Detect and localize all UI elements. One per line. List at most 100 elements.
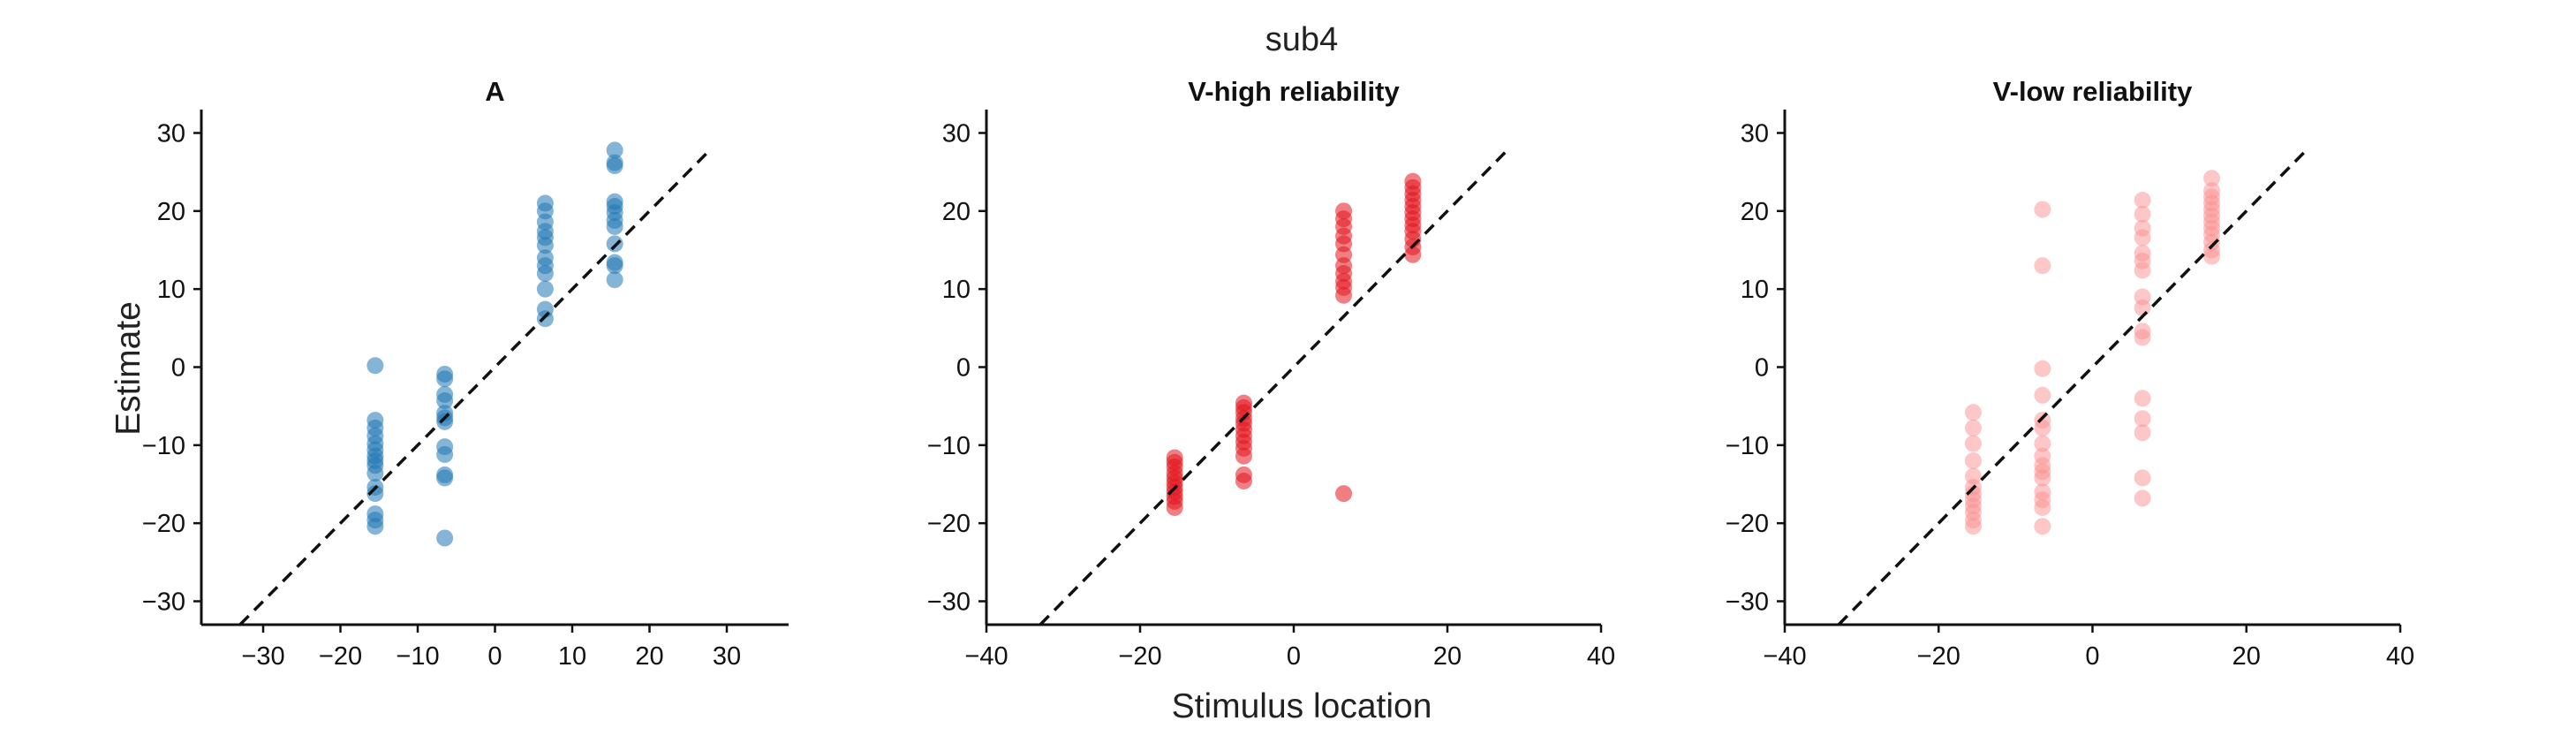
y-tick-label: 0 xyxy=(171,354,185,383)
data-point xyxy=(2034,435,2051,452)
data-point xyxy=(606,141,623,159)
data-point xyxy=(1964,435,1982,452)
points xyxy=(366,141,623,547)
data-point xyxy=(436,370,454,388)
data-point xyxy=(1335,485,1353,503)
data-point xyxy=(1235,447,1252,465)
data-point xyxy=(436,413,454,430)
data-point xyxy=(1964,404,1982,421)
data-point xyxy=(436,469,454,487)
x-tick-label: 10 xyxy=(558,642,586,671)
y-tick-label: 30 xyxy=(157,120,185,148)
y-tick-label: 10 xyxy=(1741,276,1769,304)
y-tick-label: 20 xyxy=(157,198,185,226)
data-point xyxy=(1166,499,1183,516)
data-point xyxy=(1335,286,1353,304)
y-tick-label: 10 xyxy=(942,276,971,304)
y-tick-label: −20 xyxy=(1726,510,1769,538)
data-point xyxy=(2134,262,2151,279)
data-point xyxy=(2134,205,2151,223)
panel-title: V-low reliability xyxy=(1993,76,2193,107)
data-point xyxy=(2034,201,2051,218)
data-point xyxy=(536,310,554,328)
x-tick-label: −20 xyxy=(1917,642,1960,671)
data-point xyxy=(536,265,554,282)
x-tick-label: 40 xyxy=(2386,642,2414,671)
x-tick-label: 20 xyxy=(635,642,663,671)
data-point xyxy=(1404,246,1422,263)
y-tick-label: −20 xyxy=(142,510,185,538)
y-tick-label: −20 xyxy=(927,510,971,538)
data-point xyxy=(2134,191,2151,209)
panel-2: V-high reliability −40 −20 0 20 40 −30 −20 −10 0 1… xyxy=(927,76,1615,671)
data-point xyxy=(2134,410,2151,428)
points xyxy=(1964,170,2221,535)
panel-1: A −30 −20 −10 0 10 20 30 −30 −20 −10 0 10 20 30 xyxy=(142,76,789,671)
data-point xyxy=(2034,419,2051,436)
x-tick-label: −30 xyxy=(241,642,284,671)
data-point xyxy=(436,529,454,547)
y-axis-label: Estimate xyxy=(110,301,147,436)
y-tick-label: 0 xyxy=(956,354,971,383)
data-point xyxy=(2134,469,2151,487)
panel-title: V-high reliability xyxy=(1188,76,1400,107)
data-point xyxy=(2034,360,2051,377)
y-tick-label: −30 xyxy=(142,588,185,617)
data-point xyxy=(436,391,454,409)
identity-line xyxy=(1039,147,1510,626)
data-point xyxy=(2034,469,2051,487)
panel-3: V-low reliability −40 −20 0 20 40 −30 −20 −10 0 10… xyxy=(1726,76,2414,671)
y-tick-label: 20 xyxy=(942,198,971,226)
data-point xyxy=(2134,299,2151,316)
data-point xyxy=(366,357,384,375)
y-tick-label: 30 xyxy=(1741,120,1769,148)
data-point xyxy=(366,518,384,535)
data-point xyxy=(2034,257,2051,275)
data-point xyxy=(2203,247,2221,265)
x-tick-label: 40 xyxy=(1587,642,1615,671)
y-tick-label: 20 xyxy=(1741,198,1769,226)
identity-line xyxy=(238,147,713,626)
data-point xyxy=(1964,419,1982,436)
x-tick-label: −40 xyxy=(1763,642,1806,671)
x-tick-label: −20 xyxy=(319,642,362,671)
figure-title: sub4 xyxy=(1265,21,1338,58)
data-point xyxy=(2134,424,2151,442)
y-tick-label: −10 xyxy=(142,432,185,460)
y-tick-label: −10 xyxy=(927,432,971,460)
data-point xyxy=(536,237,554,254)
y-tick-label: −10 xyxy=(1726,432,1769,460)
data-point xyxy=(2034,386,2051,404)
x-tick-label: 0 xyxy=(487,642,502,671)
x-tick-label: 20 xyxy=(1433,642,1462,671)
x-tick-label: 0 xyxy=(1287,642,1301,671)
data-point xyxy=(606,218,623,235)
x-tick-label: −10 xyxy=(396,642,439,671)
data-point xyxy=(2134,329,2151,346)
x-tick-label: 20 xyxy=(2232,642,2261,671)
x-tick-label: −20 xyxy=(1118,642,1161,671)
panels: A −30 −20 −10 0 10 20 30 −30 −20 −10 0 10 20 30 V-high … xyxy=(142,76,2414,671)
data-point xyxy=(2134,229,2151,247)
data-point xyxy=(2034,518,2051,535)
x-tick-label: 30 xyxy=(713,642,741,671)
points xyxy=(1166,172,1422,516)
x-axis-label: Stimulus location xyxy=(1172,687,1432,725)
data-point xyxy=(2134,390,2151,407)
x-tick-label: −40 xyxy=(964,642,1008,671)
panel-title: A xyxy=(485,76,504,107)
y-tick-label: 0 xyxy=(1755,354,1769,383)
data-point xyxy=(606,257,623,275)
y-tick-label: −30 xyxy=(927,588,971,617)
data-point xyxy=(536,280,554,298)
x-tick-label: 0 xyxy=(2085,642,2099,671)
data-point xyxy=(2034,499,2051,516)
data-point xyxy=(606,157,623,175)
data-point xyxy=(606,235,623,253)
data-point xyxy=(1964,452,1982,469)
data-point xyxy=(366,465,384,482)
data-point xyxy=(2203,170,2221,187)
data-point xyxy=(366,485,384,503)
data-point xyxy=(1235,472,1252,489)
